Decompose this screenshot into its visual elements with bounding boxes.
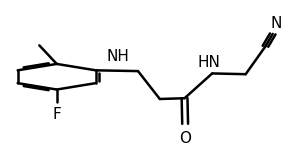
Text: N: N — [271, 16, 282, 31]
Text: F: F — [52, 107, 61, 122]
Text: NH: NH — [106, 49, 129, 64]
Text: O: O — [179, 131, 191, 146]
Text: HN: HN — [198, 55, 221, 70]
